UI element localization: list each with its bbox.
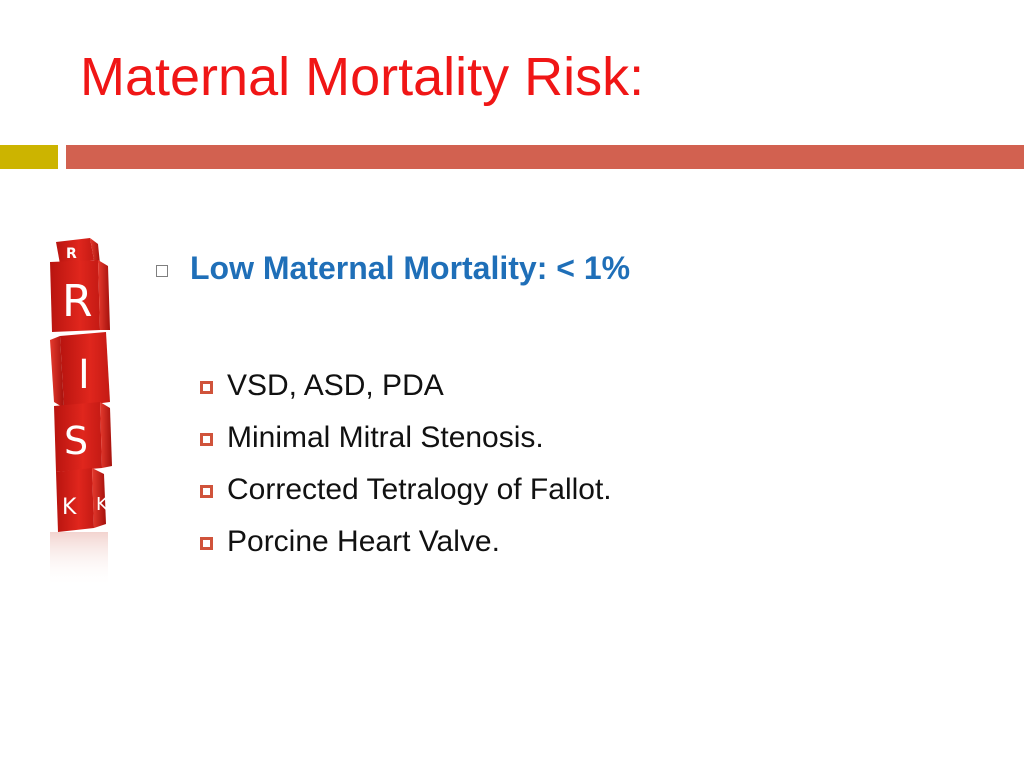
die-i: I [50, 332, 110, 408]
heading-text: Low Maternal Mortality: < 1% [190, 250, 631, 286]
slide-title: Maternal Mortality Risk: [80, 47, 645, 107]
accent-bar-right [66, 145, 1024, 169]
die-letter-s: S [64, 419, 88, 463]
dice-reflection [50, 532, 108, 587]
die-letter-i: I [78, 352, 90, 398]
die-letter: R [66, 246, 77, 262]
sub-bullet-list: VSD, ASD, PDA Minimal Mitral Stenosis. C… [200, 360, 612, 568]
list-item-text: VSD, ASD, PDA [227, 369, 444, 402]
die-r-top: R [56, 238, 100, 264]
die-letter-k2: K [96, 494, 109, 515]
risk-dice-illustration: R R I S K K [50, 238, 112, 587]
heading-bullet: Low Maternal Mortality: < 1% [156, 250, 630, 287]
accent-bar-left [0, 145, 58, 169]
die-letter-k: K [62, 495, 77, 520]
square-bullet-icon [200, 433, 213, 446]
list-item-text: Corrected Tetralogy of Fallot. [227, 473, 612, 506]
list-item-text: Minimal Mitral Stenosis. [227, 421, 544, 454]
die-r: R [50, 260, 110, 332]
list-item-text: Porcine Heart Valve. [227, 525, 500, 558]
list-item: Minimal Mitral Stenosis. [200, 412, 612, 464]
hollow-square-bullet-icon [156, 264, 168, 277]
die-k: K K [56, 468, 109, 532]
square-bullet-icon [200, 381, 213, 394]
list-item: Corrected Tetralogy of Fallot. [200, 464, 612, 516]
list-item: VSD, ASD, PDA [200, 360, 612, 412]
square-bullet-icon [200, 537, 213, 550]
die-s: S [54, 402, 112, 472]
square-bullet-icon [200, 485, 213, 498]
die-letter-r: R [62, 276, 93, 327]
list-item: Porcine Heart Valve. [200, 516, 612, 568]
